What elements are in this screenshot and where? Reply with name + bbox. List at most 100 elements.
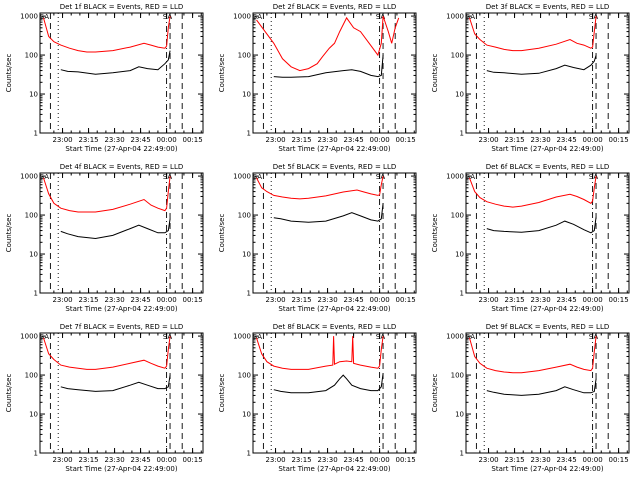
series-line-lld	[43, 176, 171, 213]
x-tick-label: 23:15	[504, 136, 524, 144]
marker-label: SA	[466, 173, 476, 181]
y-tick-label: 1	[247, 130, 251, 138]
y-tick-label: 10	[242, 251, 251, 259]
x-tick-label: 00:15	[609, 296, 629, 304]
x-tick-label: 23:45	[343, 136, 363, 144]
y-tick-label: 100	[25, 52, 38, 60]
plot-frame	[39, 332, 204, 454]
series-line-lld	[43, 336, 171, 370]
x-tick-label: 00:00	[369, 136, 389, 144]
marker-label: SA	[253, 13, 263, 21]
x-tick-label: 00:00	[156, 296, 176, 304]
marker-label: SA	[40, 333, 50, 341]
x-tick-label: 23:45	[556, 296, 576, 304]
x-tick-label: 23:15	[78, 296, 98, 304]
plot-frame	[465, 332, 630, 454]
x-tick-label: 23:30	[317, 456, 337, 464]
chart-panel-7: Det 7f BLACK = Events, RED = LLD 1 10 100 10…	[5, 323, 204, 473]
chart-title: Det 1f BLACK = Events, RED = LLD	[60, 3, 183, 11]
y-tick-label: 1000	[446, 13, 464, 21]
y-tick-label: 10	[242, 411, 251, 419]
chart-panel-9: Det 9f BLACK = Events, RED = LLD 1 10 100 10…	[431, 323, 630, 473]
marker-label: SA	[253, 173, 263, 181]
x-tick-label: 23:00	[52, 296, 72, 304]
x-axis-label: Start Time (27-Apr-04 22:49:00)	[491, 145, 603, 153]
series-line-lld	[43, 16, 171, 53]
marker-label: SA	[163, 173, 173, 181]
chart-panel-5: Det 5f BLACK = Events, RED = LLD 1 10 100 10…	[218, 163, 417, 313]
series-line-events	[273, 203, 384, 223]
y-tick-label: 1000	[20, 13, 38, 21]
x-tick-label: 23:15	[78, 456, 98, 464]
x-axis-label: Start Time (27-Apr-04 22:49:00)	[491, 305, 603, 313]
x-tick-label: 00:15	[396, 456, 416, 464]
y-axis-label: Counts/sec	[431, 214, 439, 253]
x-tick-label: 00:15	[183, 296, 203, 304]
y-tick-label: 100	[451, 372, 464, 380]
series-line-events	[60, 218, 171, 240]
marker-label: SA	[40, 173, 50, 181]
series-line-events	[60, 375, 171, 392]
y-tick-label: 10	[455, 251, 464, 259]
y-tick-label: 1000	[233, 173, 251, 181]
y-tick-label: 1	[460, 130, 464, 138]
x-tick-label: 23:45	[130, 296, 150, 304]
x-tick-label: 23:15	[504, 456, 524, 464]
y-axis-label: Counts/sec	[431, 374, 439, 413]
chart-panel-3: Det 3f BLACK = Events, RED = LLD 1 10 100 10…	[431, 3, 630, 153]
chart-panel-1: Det 1f BLACK = Events, RED = LLD 1 10 100 10…	[5, 3, 204, 153]
y-tick-label: 1000	[233, 333, 251, 341]
y-axis-label: Counts/sec	[218, 54, 226, 93]
plot-frame	[39, 172, 204, 294]
y-tick-label: 1	[34, 450, 38, 458]
x-tick-label: 23:45	[130, 456, 150, 464]
marker-label: SA	[163, 333, 173, 341]
x-axis-label: Start Time (27-Apr-04 22:49:00)	[65, 145, 177, 153]
plot-frame	[465, 172, 630, 294]
chart-title: Det 5f BLACK = Events, RED = LLD	[273, 163, 396, 171]
x-tick-label: 23:00	[265, 456, 285, 464]
x-axis-label: Start Time (27-Apr-04 22:49:00)	[278, 465, 390, 473]
series-line-events	[486, 216, 597, 234]
chart-panel-2: Det 2f BLACK = Events, RED = LLD 1 10 100 10…	[218, 3, 417, 153]
x-tick-label: 23:30	[104, 296, 124, 304]
chart-panel-8: Det 8f BLACK = Events, RED = LLD 1 10 100 10…	[218, 323, 417, 473]
marker-label: SA	[589, 173, 599, 181]
marker-label: SA	[466, 13, 476, 21]
x-tick-label: 23:00	[265, 296, 285, 304]
x-tick-label: 00:15	[609, 136, 629, 144]
marker-label: SA	[40, 13, 50, 21]
x-tick-label: 23:45	[343, 296, 363, 304]
x-tick-label: 23:45	[343, 456, 363, 464]
y-axis-label: Counts/sec	[218, 214, 226, 253]
x-tick-label: 23:00	[265, 136, 285, 144]
x-tick-label: 23:45	[556, 456, 576, 464]
series-line-events	[486, 54, 597, 75]
x-tick-label: 23:45	[130, 136, 150, 144]
x-tick-label: 00:00	[369, 456, 389, 464]
y-axis-label: Counts/sec	[431, 54, 439, 93]
x-axis-label: Start Time (27-Apr-04 22:49:00)	[65, 305, 177, 313]
chart-title: Det 8f BLACK = Events, RED = LLD	[273, 323, 396, 331]
plot-frame	[252, 172, 417, 294]
y-tick-label: 1	[460, 450, 464, 458]
x-axis-label: Start Time (27-Apr-04 22:49:00)	[65, 465, 177, 473]
y-tick-label: 1000	[20, 333, 38, 341]
series-line-events	[486, 378, 597, 396]
y-axis-label: Counts/sec	[5, 214, 13, 253]
y-tick-label: 1	[34, 290, 38, 298]
x-tick-label: 00:00	[369, 296, 389, 304]
x-tick-label: 23:00	[52, 136, 72, 144]
x-tick-label: 00:00	[582, 296, 602, 304]
x-tick-label: 00:15	[396, 296, 416, 304]
x-tick-label: 00:00	[156, 136, 176, 144]
x-tick-label: 23:30	[530, 456, 550, 464]
y-axis-label: Counts/sec	[5, 374, 13, 413]
marker-label: SA	[376, 333, 386, 341]
chart-title: Det 7f BLACK = Events, RED = LLD	[60, 323, 183, 331]
y-axis-label: Counts/sec	[218, 374, 226, 413]
x-tick-label: 23:00	[52, 456, 72, 464]
x-tick-label: 00:15	[183, 456, 203, 464]
y-tick-label: 1000	[446, 173, 464, 181]
y-tick-label: 100	[451, 52, 464, 60]
